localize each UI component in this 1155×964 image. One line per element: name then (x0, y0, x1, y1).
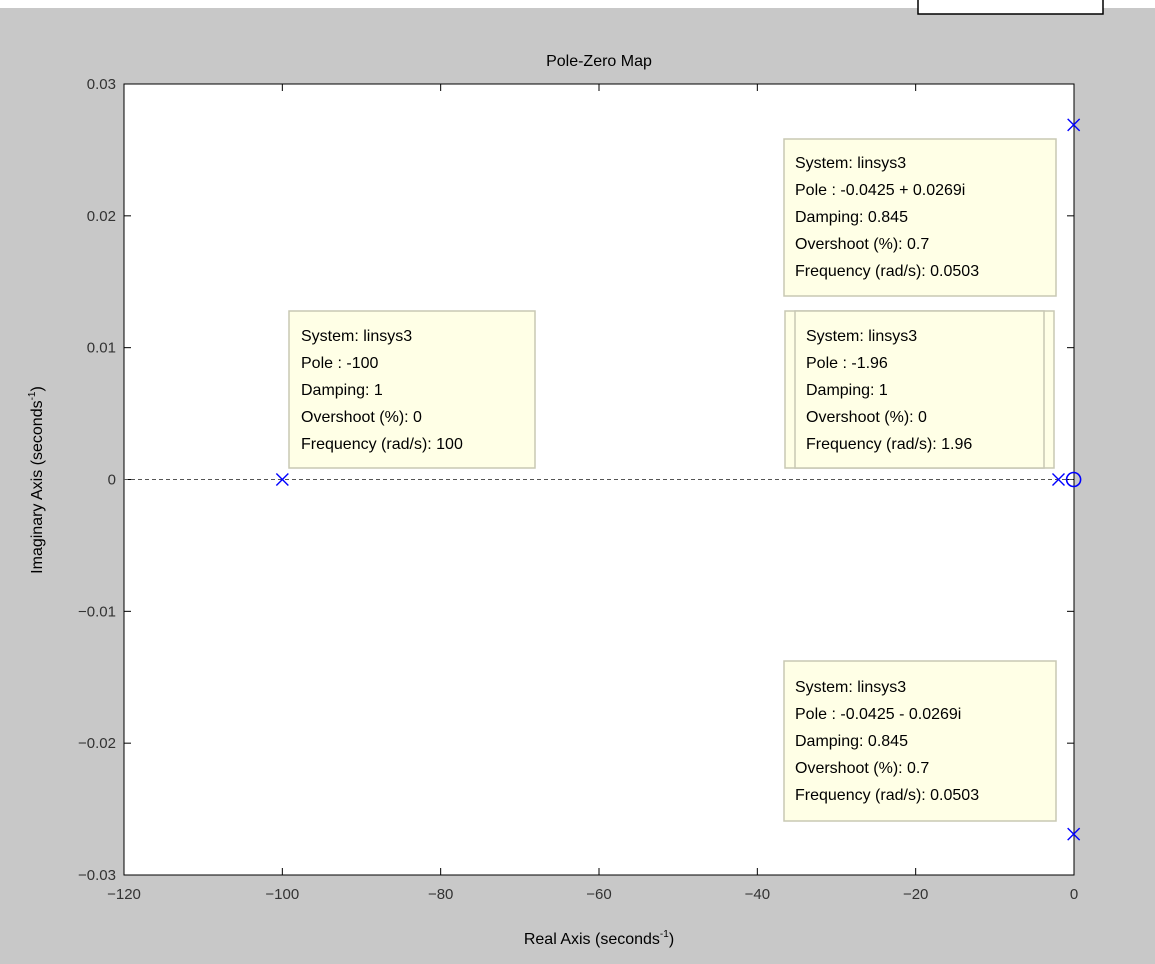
datatip-line: System: linsys3 (301, 328, 412, 345)
datatip-line: Overshoot (%): 0.7 (795, 236, 929, 253)
zero-marker[interactable] (1065, 471, 1082, 488)
datatip-pole-complex-lower[interactable]: System: linsys3 Pole : -0.0425 - 0.0269i… (783, 660, 1057, 822)
x-axis-label: Real Axis (seconds-1) (524, 929, 674, 948)
datatip-box (783, 660, 1057, 822)
pole-marker-stroke (1051, 473, 1065, 486)
datatip-line: Overshoot (%): 0.7 (795, 760, 929, 777)
x-tick-label: −40 (745, 886, 770, 903)
datatip-line: Pole : -0.0425 - 0.0269i (795, 706, 961, 723)
pole-marker-stroke (275, 473, 289, 486)
x-tick-label: −100 (265, 886, 299, 903)
datatip-line: System: linsys3 (795, 679, 906, 696)
datatip-line: Pole : -0.0425 + 0.0269i (795, 182, 965, 199)
datatip-pole-minus-1-96[interactable]: System: linsys3 Pole : -1.96 Damping: 1 … (784, 310, 1055, 469)
datatip-line: System: linsys3 (806, 328, 917, 345)
datatip-line: Overshoot (%): 0 (301, 409, 422, 426)
datatip-line: Damping: 0.845 (795, 209, 908, 226)
y-tick-label: 0.03 (87, 76, 116, 93)
y-axis-label-close: ) (29, 386, 46, 391)
x-axis-label-text: Real Axis (seconds (524, 931, 660, 948)
y-tick-label: −0.02 (78, 735, 116, 752)
x-tick-label: −60 (586, 886, 611, 903)
x-tick-label: −80 (428, 886, 453, 903)
x-tick-label: −120 (107, 886, 141, 903)
x-tick-label: −20 (903, 886, 928, 903)
chart-title: Pole-Zero Map (546, 53, 652, 70)
y-tick-label: 0.01 (87, 340, 116, 357)
top-strip (0, 0, 1155, 8)
datatip-line: Pole : -100 (301, 355, 378, 372)
datatip-line: Frequency (rad/s): 0.0503 (795, 263, 979, 280)
datatip-line: Frequency (rad/s): 1.96 (806, 436, 972, 453)
datatip-pole-complex-upper[interactable]: System: linsys3 Pole : -0.0425 + 0.0269i… (783, 138, 1057, 297)
datatip-box (783, 138, 1057, 297)
datatip-line: Damping: 0.845 (795, 733, 908, 750)
datatip-box (288, 310, 536, 469)
x-axis-unit-exponent: -1 (660, 929, 669, 940)
y-axis-unit-exponent: -1 (27, 391, 38, 400)
datatip-pole-minus-100[interactable]: System: linsys3 Pole : -100 Damping: 1 O… (288, 310, 536, 469)
x-tick-label: 0 (1070, 886, 1078, 903)
markers (275, 118, 1082, 841)
x-axis-label-close: ) (669, 931, 674, 948)
datatip-line: Overshoot (%): 0 (806, 409, 927, 426)
y-tick-label: −0.03 (78, 867, 116, 884)
pole-marker[interactable] (1067, 118, 1081, 132)
y-tick-label: 0.02 (87, 208, 116, 225)
datatip-line: Damping: 1 (301, 382, 383, 399)
datatips: System: linsys3 Pole : -100 Damping: 1 O… (288, 138, 1057, 822)
datatip-box (794, 310, 1045, 469)
datatip-line: Pole : -1.96 (806, 355, 888, 372)
y-tick-label: −0.01 (78, 603, 116, 620)
pole-marker[interactable] (1067, 827, 1081, 841)
legend-box (917, 0, 1104, 15)
pole-marker[interactable] (275, 473, 289, 486)
tick-labels: −120 −100 −80 −60 −40 −20 0 −0.03 −0.02 −0.01 0 0.0… (78, 76, 1078, 903)
pole-marker-stroke (1067, 827, 1081, 841)
y-tick-label: 0 (108, 472, 116, 489)
pole-marker-stroke (1067, 118, 1081, 132)
pole-marker[interactable] (1051, 473, 1065, 486)
datatip-line: System: linsys3 (795, 155, 906, 172)
y-axis-label: Imaginary Axis (seconds-1) (27, 386, 46, 574)
datatip-line: Damping: 1 (806, 382, 888, 399)
ticks (123, 83, 1075, 876)
datatip-line: Frequency (rad/s): 100 (301, 436, 463, 453)
datatip-line: Frequency (rad/s): 0.0503 (795, 787, 979, 804)
y-axis-label-text: Imaginary Axis (seconds (29, 400, 46, 573)
